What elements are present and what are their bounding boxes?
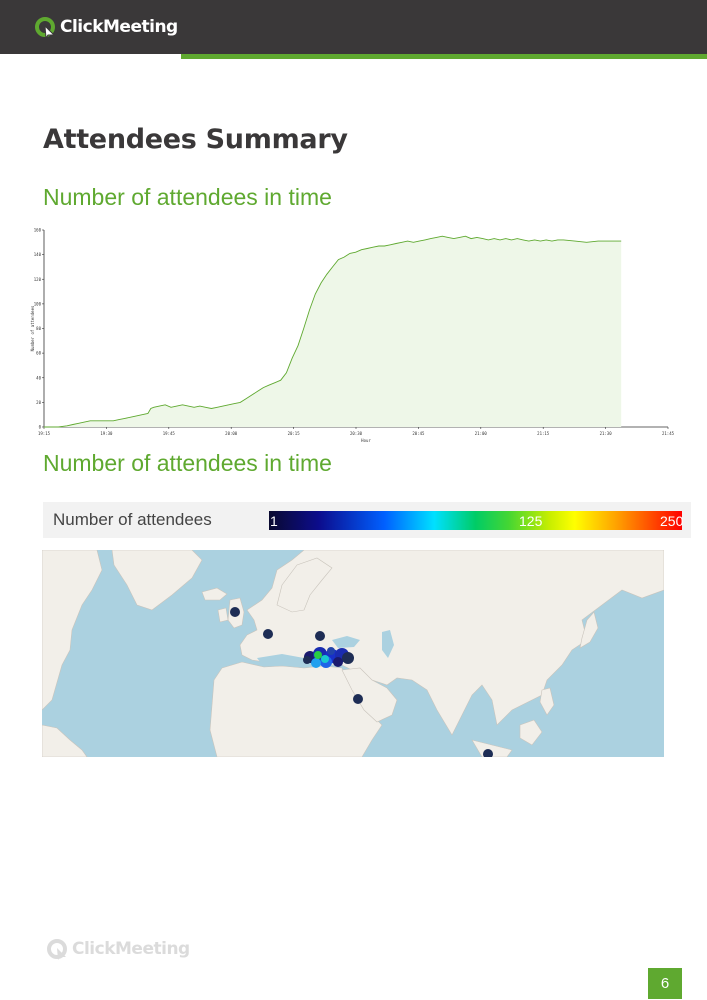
- water-black-sea: [332, 636, 360, 648]
- x-tick-label: 21:45: [662, 431, 675, 436]
- legend-label: Number of attendees: [53, 510, 212, 529]
- legend-color-scale: [269, 511, 682, 530]
- map-marker-saudi-arabia[interactable]: [353, 694, 363, 704]
- series-line: [44, 235, 622, 428]
- attendees-time-chart: 0 20 40 60 80 100 120 140 160 19:15 19:30 19:45 20:0…: [30, 228, 675, 444]
- map-marker-cluster-turkey[interactable]: [303, 647, 354, 668]
- x-tick-label: 19:45: [163, 431, 176, 436]
- x-tick-label: 20:30: [350, 431, 363, 436]
- x-tick-label: 20:15: [288, 431, 301, 436]
- landmass-ireland: [217, 607, 229, 623]
- series-area: [44, 236, 622, 427]
- y-axis-label: Number of attendees: [30, 305, 35, 351]
- x-tick-label: 21:00: [475, 431, 488, 436]
- y-tick-label: 160: [34, 228, 42, 233]
- y-tick-label: 140: [34, 252, 42, 257]
- map-marker-uk[interactable]: [230, 607, 240, 617]
- y-tick-label: 100: [34, 301, 42, 306]
- landmass-japan: [579, 611, 599, 649]
- legend-max-value: 250: [660, 513, 684, 529]
- y-tick-label: 60: [36, 351, 41, 356]
- y-tick-label: 20: [36, 400, 41, 405]
- brand-logo: ClickMeeting: [34, 14, 178, 40]
- y-tick-label: 0: [39, 425, 42, 430]
- footer-brand-name: ClickMeeting: [72, 939, 190, 959]
- map-canvas: [42, 550, 664, 757]
- landmass-borneo: [519, 719, 543, 746]
- x-tick-label: 20:45: [412, 431, 425, 436]
- section-heading-map: Number of attendees in time: [43, 450, 332, 476]
- y-tick-label: 80: [36, 326, 41, 331]
- clickmeeting-logo-icon: [35, 17, 56, 38]
- landmass-iceland: [201, 587, 228, 601]
- header-accent-bar: [181, 54, 707, 59]
- map-marker-switzerland[interactable]: [263, 629, 273, 639]
- map-marker-singapore[interactable]: [483, 749, 493, 757]
- legend-min-value: 1: [270, 513, 278, 529]
- landmass-central-america: [42, 724, 88, 757]
- page-number: 6: [648, 968, 682, 999]
- y-tick-label: 120: [34, 277, 42, 282]
- footer-brand-logo: ClickMeeting: [46, 938, 190, 960]
- page-title: Attendees Summary: [43, 124, 348, 155]
- water-caspian-sea: [382, 630, 394, 658]
- y-tick-label: 40: [36, 375, 41, 380]
- x-axis-label: Hour: [361, 438, 371, 443]
- map-legend: Number of attendees 1 125 250: [43, 502, 691, 538]
- clickmeeting-logo-icon: [47, 939, 67, 960]
- landmass-north-america: [42, 550, 103, 711]
- x-tick-label: 20:00: [225, 431, 238, 436]
- attendee-world-map[interactable]: [42, 550, 664, 757]
- header-bar: ClickMeeting: [0, 0, 707, 54]
- brand-name: ClickMeeting: [60, 17, 178, 37]
- map-marker-romania[interactable]: [315, 631, 325, 641]
- section-heading-time-chart: Number of attendees in time: [43, 184, 332, 210]
- x-tick-label: 21:15: [537, 431, 550, 436]
- landmass-indonesia: [471, 739, 513, 757]
- x-tick-label: 21:30: [600, 431, 613, 436]
- legend-mid-value: 125: [519, 513, 543, 529]
- landmass-philippines: [539, 687, 555, 716]
- x-tick-label: 19:30: [100, 431, 113, 436]
- landmass-greenland: [111, 550, 203, 611]
- landmass-scandinavia: [276, 557, 333, 613]
- x-tick-label: 19:15: [38, 431, 51, 436]
